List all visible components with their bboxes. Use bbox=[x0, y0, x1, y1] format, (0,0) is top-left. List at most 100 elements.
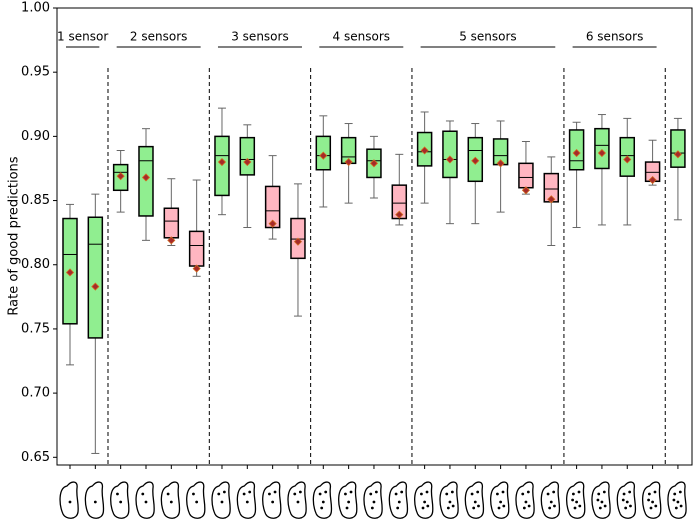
foot-icon bbox=[642, 481, 662, 519]
sensor-dot bbox=[577, 490, 581, 494]
sensor-dot bbox=[394, 492, 398, 496]
sensor-dot bbox=[676, 500, 680, 504]
sensor-dot bbox=[674, 506, 678, 510]
mean-marker bbox=[648, 175, 657, 185]
mean-marker bbox=[268, 219, 277, 228]
sensor-dot bbox=[596, 498, 600, 502]
sensor-dot bbox=[497, 506, 501, 510]
sensor-dot bbox=[344, 492, 347, 496]
sensor-dot bbox=[625, 500, 629, 504]
sensor-dot bbox=[549, 500, 553, 504]
sensor-dot bbox=[451, 504, 455, 508]
box bbox=[442, 130, 458, 179]
sensor-dot bbox=[673, 492, 677, 496]
foot-icon bbox=[287, 481, 307, 519]
sensor-dot bbox=[141, 492, 145, 496]
sensor-dot bbox=[320, 506, 324, 510]
sensor-dot bbox=[678, 490, 682, 494]
y-tick-label: 0.90 bbox=[21, 129, 50, 144]
sensor-dot bbox=[217, 492, 221, 496]
y-tick-label: 0.95 bbox=[21, 65, 50, 80]
mean-marker bbox=[673, 150, 682, 159]
sensor-dot bbox=[448, 500, 452, 504]
sensor-dot bbox=[575, 500, 578, 504]
sensor-dot bbox=[293, 492, 297, 496]
sensor-dot bbox=[400, 490, 404, 494]
sensor-dot bbox=[144, 500, 148, 504]
sensor-dot bbox=[501, 490, 505, 494]
sensor-dot bbox=[654, 504, 658, 508]
mean-marker bbox=[91, 282, 100, 291]
group-label: 5 sensors bbox=[459, 30, 516, 44]
sensor-dot bbox=[572, 492, 575, 496]
sensor-dot bbox=[68, 500, 72, 504]
mean-marker bbox=[192, 264, 201, 273]
sensor-dot bbox=[472, 506, 476, 510]
mean-marker bbox=[395, 210, 404, 219]
sensor-dot bbox=[571, 498, 574, 502]
mean-marker bbox=[243, 157, 252, 167]
foot-icon bbox=[540, 481, 561, 519]
sensor-dot bbox=[369, 492, 373, 496]
foot-icon bbox=[160, 481, 181, 519]
sensor-dot bbox=[573, 506, 577, 510]
sensor-dot bbox=[598, 506, 602, 510]
foot-icon bbox=[490, 481, 510, 519]
box bbox=[163, 207, 180, 239]
box bbox=[239, 136, 256, 176]
mean-marker bbox=[217, 157, 227, 167]
sensor-dot bbox=[603, 504, 607, 508]
foot-icon bbox=[211, 481, 231, 519]
sensor-dot bbox=[526, 490, 530, 494]
y-tick-label: 0.65 bbox=[21, 450, 50, 465]
mean-marker bbox=[597, 148, 606, 158]
sensor-dot bbox=[248, 490, 252, 494]
sensor-dot bbox=[621, 498, 625, 502]
sensor-dot bbox=[647, 498, 650, 502]
sensor-dot bbox=[296, 500, 300, 504]
sensor-dot bbox=[446, 506, 450, 510]
mean-marker bbox=[623, 155, 632, 164]
foot-icon bbox=[464, 481, 485, 519]
sensor-dot bbox=[396, 506, 400, 510]
sensor-dot bbox=[169, 500, 173, 504]
foot-icon bbox=[135, 481, 155, 519]
foot-icon bbox=[84, 481, 105, 519]
foot-icon bbox=[616, 481, 637, 519]
box bbox=[670, 129, 686, 168]
foot-icon bbox=[439, 481, 459, 519]
sensor-dot bbox=[470, 492, 474, 496]
sensor-dot bbox=[271, 500, 275, 504]
sensor-dot bbox=[374, 490, 378, 494]
mean-marker bbox=[496, 159, 505, 168]
foot-icon bbox=[667, 481, 687, 519]
sensor-dot bbox=[222, 490, 226, 494]
box bbox=[518, 162, 534, 189]
sensor-dot bbox=[522, 506, 526, 510]
group-label: 2 sensors bbox=[130, 30, 187, 44]
sensor-dot bbox=[318, 492, 322, 496]
sensor-dot bbox=[521, 492, 525, 496]
plot-frame bbox=[56, 7, 693, 466]
sensor-dot bbox=[397, 500, 401, 504]
sensor-dot bbox=[220, 500, 224, 504]
sensor-dot bbox=[527, 504, 531, 508]
group-label: 1 sensor bbox=[57, 30, 108, 44]
foot-icon bbox=[236, 481, 257, 519]
sensor-dot bbox=[347, 500, 351, 504]
group-label: 3 sensors bbox=[231, 30, 288, 44]
mean-marker bbox=[420, 146, 429, 155]
sensor-dot bbox=[628, 490, 632, 494]
sensor-dot bbox=[370, 506, 374, 510]
sensor-dot bbox=[268, 492, 271, 496]
sensor-dot bbox=[345, 506, 349, 510]
y-tick-label: 0.85 bbox=[21, 193, 50, 208]
sensor-dot bbox=[548, 506, 552, 510]
foot-icon bbox=[110, 481, 130, 519]
sensor-dot bbox=[600, 500, 604, 504]
sensor-dot bbox=[245, 500, 249, 504]
sensor-dot bbox=[324, 490, 328, 494]
sensor-dot bbox=[445, 492, 449, 496]
sensor-dot bbox=[119, 500, 123, 504]
